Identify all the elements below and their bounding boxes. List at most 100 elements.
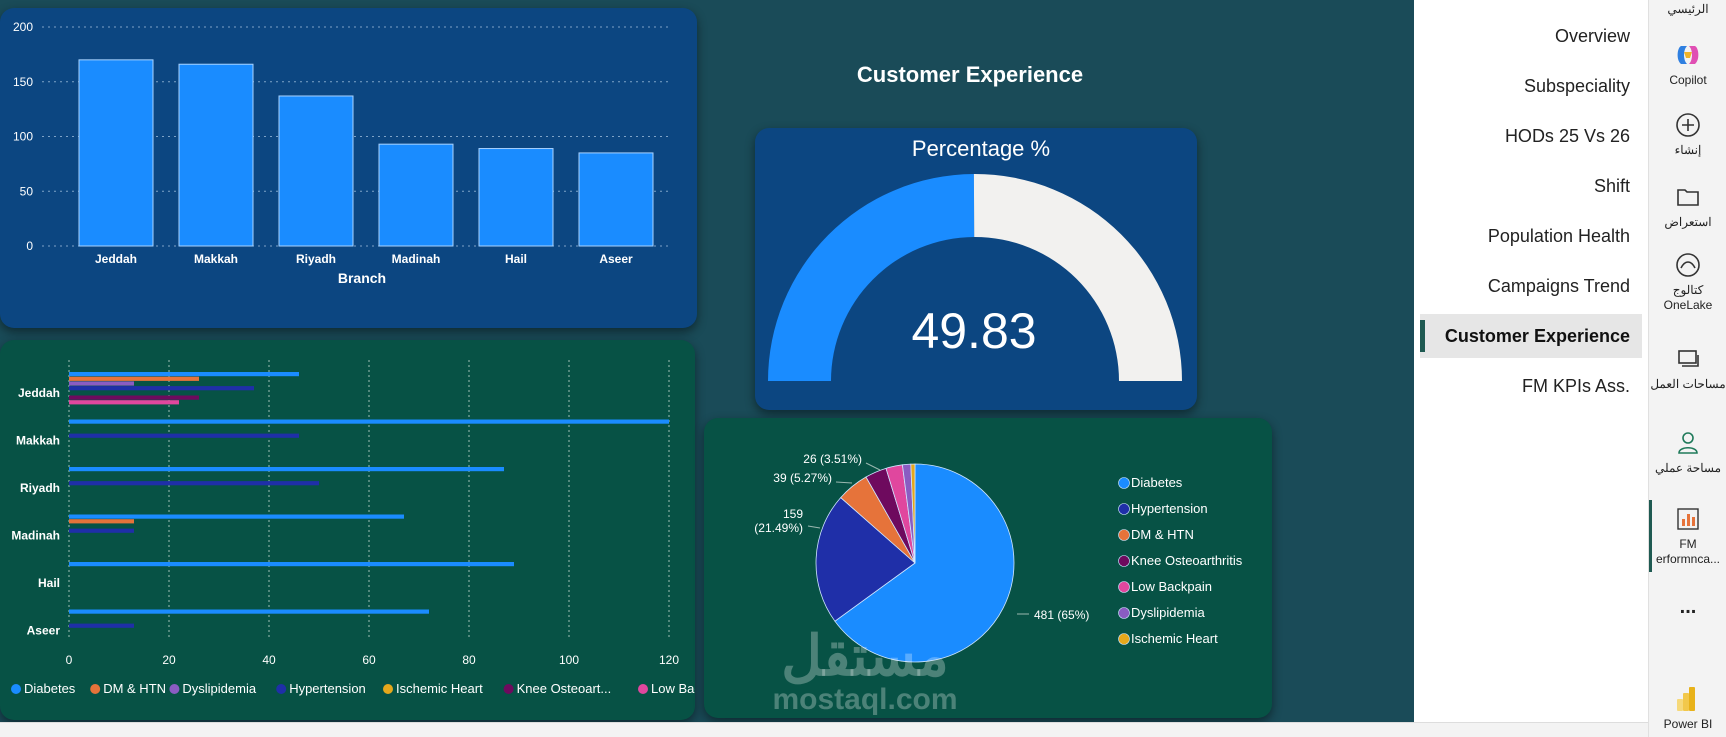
bar-xlabel: Branch xyxy=(338,270,386,286)
hbar-jeddah-low-backpain xyxy=(69,400,179,405)
nav-item-population-health[interactable]: Population Health xyxy=(1487,226,1630,246)
pie-data-label-1-1: (21.49%) xyxy=(754,521,803,535)
rail-onelake-label: كتالوج OneLake xyxy=(1663,283,1713,312)
hbar-ytick-5: Aseer xyxy=(27,624,61,638)
rail-more[interactable]: ... xyxy=(1649,597,1726,617)
pie-legend-marker-4 xyxy=(1118,581,1130,593)
nav-item-fm-kpis[interactable]: FM KPIs Ass. xyxy=(1521,376,1630,396)
hbar-legend-label-0: Diabetes xyxy=(24,681,76,696)
percentage-gauge: Percentage % 49.83 xyxy=(768,136,1182,381)
hbar-xtick-6: 120 xyxy=(659,653,679,667)
hbar-makkah-diabetes xyxy=(69,419,669,424)
rail-home[interactable]: الرئيسي xyxy=(1649,2,1726,17)
diagnosis-by-branch-chart: 0 20 40 60 80 100 120 Jeddah Makkah Riyadh Madinah… xyxy=(11,360,732,696)
pie-data-label-0-0: 481 (65%) xyxy=(1034,608,1089,622)
hbar-legend-label-5: Knee Osteoart... xyxy=(517,681,612,696)
hbar-xtick-5: 100 xyxy=(559,653,579,667)
gauge-value-arc xyxy=(768,174,975,381)
rail-onelake[interactable]: كتالوج OneLake xyxy=(1649,250,1726,313)
rail-my-workspace-label: مساحة عملي xyxy=(1654,461,1722,475)
hbar-madinah-hypertension xyxy=(69,528,134,533)
hbar-ytick-1: Makkah xyxy=(16,434,60,448)
nav-item-overview[interactable]: Overview xyxy=(1554,26,1630,46)
rail-fm-report[interactable]: FM erformnca... xyxy=(1649,504,1726,567)
hbar-ytick-3: Madinah xyxy=(11,529,60,543)
rail-create[interactable]: إنشاء xyxy=(1649,110,1726,158)
folder-icon xyxy=(1677,189,1699,206)
pie-legend-marker-5 xyxy=(1118,607,1130,619)
rail-create-label: إنشاء xyxy=(1674,143,1702,157)
rail-browse[interactable]: استعراض xyxy=(1649,182,1726,230)
diagnosis-by-branch-chart-card[interactable]: 0 20 40 60 80 100 120 Jeddah Makkah Riyadh Madinah… xyxy=(0,340,732,720)
rail-browse-label: استعراض xyxy=(1664,215,1712,229)
nav-item-subspeciality[interactable]: Subspeciality xyxy=(1523,76,1630,96)
hbar-aseer-diabetes xyxy=(69,609,429,614)
hbar-legend-marker-1 xyxy=(90,684,101,694)
hbar-legend-marker-3 xyxy=(276,684,287,694)
hbar-xtick-2: 40 xyxy=(262,653,276,667)
bar-ytick-2: 100 xyxy=(13,130,33,144)
rail-powerbi-label: Power BI xyxy=(1663,717,1713,731)
hbar-xtick-4: 80 xyxy=(462,653,476,667)
pie-legend-label-4: Low Backpain xyxy=(1131,579,1212,594)
nav-item-hods[interactable]: HODs 25 Vs 26 xyxy=(1504,126,1630,146)
hbar-riyadh-diabetes xyxy=(69,467,504,472)
pie-legend-marker-2 xyxy=(1118,529,1130,541)
copilot-icon xyxy=(1677,46,1699,64)
gauge-remaining-arc xyxy=(973,174,1182,381)
rail-powerbi[interactable]: Power BI xyxy=(1649,684,1726,732)
plus-circle-icon xyxy=(1676,113,1700,137)
hbar-legend-label-6: Low Backpain xyxy=(651,681,695,696)
workspaces-icon xyxy=(1678,350,1699,367)
hbar-ytick-2: Riyadh xyxy=(20,481,60,495)
hbar-jeddah-dm-htn xyxy=(69,376,199,381)
rail-workspaces[interactable]: مساحات العمل xyxy=(1649,344,1726,392)
hbar-jeddah-diabetes xyxy=(69,372,299,377)
nav-item-shift[interactable]: Shift xyxy=(1593,176,1630,196)
pie-legend-label-1: Hypertension xyxy=(1131,501,1208,516)
hbar-legend-label-2: Dyslipidemia xyxy=(182,681,256,696)
nav-item-customer-experience[interactable]: Customer Experience xyxy=(1420,314,1642,358)
bar-riyadh xyxy=(278,95,354,247)
pie-legend-label-6: Ischemic Heart xyxy=(1131,631,1218,646)
nav-item-campaigns-trend[interactable]: Campaigns Trend xyxy=(1487,276,1630,296)
hbar-legend-label-3: Hypertension xyxy=(289,681,366,696)
hbar-makkah-hypertension xyxy=(69,433,299,438)
powerbi-icon xyxy=(1677,687,1695,711)
rail-copilot[interactable]: Copilot xyxy=(1649,40,1726,88)
report-canvas: 0 50 100 150 200 Jeddah Makkah Riyadh Madinah Hai… xyxy=(0,8,1272,720)
bar-xtick-5: Aseer xyxy=(599,252,633,266)
pie-legend-marker-0 xyxy=(1118,477,1130,489)
hbar-ytick-0: Jeddah xyxy=(18,386,60,400)
rail-my-workspace[interactable]: مساحة عملي xyxy=(1649,428,1726,476)
branch-bar-chart-card[interactable]: 0 50 100 150 200 Jeddah Makkah Riyadh Madinah Hai… xyxy=(0,8,697,328)
pie-leader-2 xyxy=(835,481,853,484)
hbar-legend-label-1: DM & HTN xyxy=(103,681,166,696)
hbar-riyadh-hypertension xyxy=(69,481,319,486)
diagnosis-pie-chart-card[interactable]: 481 (65%) 159 (21.49%) 39 (5.27%) 26 (3.51%)… xyxy=(704,418,1272,718)
rail-workspaces-label: مساحات العمل xyxy=(1650,377,1726,391)
watermark-arabic: مستقل xyxy=(781,624,949,687)
pie-leader-3 xyxy=(865,462,881,471)
gauge-value: 49.83 xyxy=(911,303,1036,359)
bar-hail xyxy=(478,148,554,247)
pie-data-label-2-0: 39 (5.27%) xyxy=(773,471,832,485)
bar-ytick-0: 0 xyxy=(26,239,33,253)
watermark-latin: mostaql.com xyxy=(772,683,958,716)
hbar-hail-diabetes xyxy=(69,562,514,567)
pie-slice-ischemic-heart xyxy=(910,463,916,564)
bar-aseer xyxy=(578,152,654,247)
pie-data-label-3-0: 26 (3.51%) xyxy=(803,452,862,466)
pie-legend-label-5: Dyslipidemia xyxy=(1131,605,1205,620)
pie-slice-hypertension xyxy=(815,497,916,622)
bar-xtick-3: Madinah xyxy=(392,252,441,266)
pie-legend-marker-6 xyxy=(1118,633,1130,645)
app-rail: الرئيسي Copilot إنشاء استعراض كتالوج One… xyxy=(1648,0,1726,737)
pie-slice-diabetes xyxy=(834,463,1015,663)
percentage-gauge-card[interactable]: Percentage % 49.83 xyxy=(755,128,1197,410)
pie-leader-1 xyxy=(807,525,821,529)
hbar-xtick-3: 60 xyxy=(362,653,376,667)
hbar-legend-marker-0 xyxy=(11,684,21,694)
bar-xtick-4: Hail xyxy=(505,252,527,266)
hbar-legend-label-4: Ischemic Heart xyxy=(396,681,483,696)
